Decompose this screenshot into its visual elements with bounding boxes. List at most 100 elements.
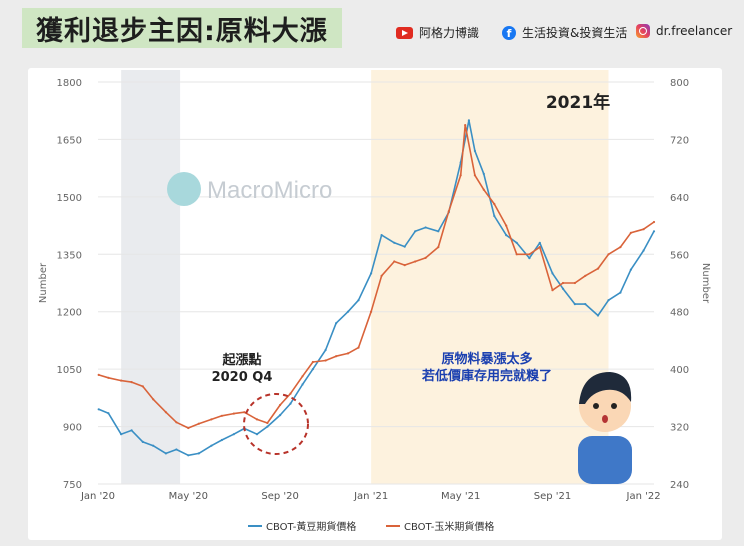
data-point <box>266 421 269 425</box>
youtube-link[interactable]: 阿格力博識 <box>396 24 479 41</box>
legend-label-corn: CBOT-玉米期貨價格 <box>404 522 495 533</box>
data-point <box>266 425 269 428</box>
data-point <box>220 414 223 417</box>
left-tick-label: 1200 <box>57 308 82 319</box>
facebook-icon: f <box>502 25 516 40</box>
data-point <box>164 452 167 455</box>
data-point <box>380 234 383 237</box>
legend-item-corn[interactable]: CBOT-玉米期貨價格 <box>386 518 494 533</box>
data-point <box>573 281 577 285</box>
page-title: 獲利退步主因:原料大漲 <box>36 15 328 47</box>
data-point <box>152 398 155 401</box>
bubble-line1: 原物料暴漲太多 <box>441 352 533 367</box>
data-point <box>232 412 235 415</box>
data-point <box>584 303 587 306</box>
x-tick-label: May '21 <box>441 491 480 502</box>
legend-item-soy[interactable]: CBOT-黃豆期貨價格 <box>248 518 356 533</box>
data-point <box>459 174 462 177</box>
character-eye-left <box>593 403 599 409</box>
x-tick-label: May '20 <box>169 491 208 502</box>
left-tick-label: 1350 <box>57 250 82 261</box>
legend-label-soy: CBOT-黃豆期貨價格 <box>266 522 357 533</box>
watermark-logo-icon <box>167 172 201 206</box>
data-point <box>141 440 144 443</box>
data-point <box>515 241 518 244</box>
facebook-link[interactable]: f 生活投資&投資生活 <box>502 24 627 41</box>
title-banner: 獲利退步主因:原料大漲 <box>22 8 342 48</box>
left-axis-title: Number <box>38 262 49 303</box>
data-point <box>210 444 213 447</box>
youtube-label: 阿格力博識 <box>419 26 480 40</box>
data-point <box>629 268 633 271</box>
data-point <box>528 257 531 260</box>
data-point <box>335 355 338 358</box>
right-tick-label: 560 <box>670 250 689 261</box>
bubble-line2: 若低價庫存用完就糗了 <box>421 369 552 384</box>
watermark-text: MacroMicro <box>207 177 332 204</box>
right-tick-label: 400 <box>670 365 689 376</box>
data-point <box>607 253 610 256</box>
x-tick-label: Sep '21 <box>534 491 572 502</box>
data-point <box>642 228 645 231</box>
data-point <box>141 385 144 388</box>
right-tick-label: 240 <box>670 480 689 491</box>
data-point <box>424 256 427 259</box>
character-eye-right <box>611 403 617 409</box>
data-point <box>403 264 406 267</box>
data-point <box>447 210 450 213</box>
x-tick-label: Jan '20 <box>80 491 115 502</box>
left-tick-label: 750 <box>63 480 82 491</box>
data-point <box>551 272 554 275</box>
data-point <box>619 246 622 249</box>
data-point <box>130 429 133 432</box>
data-point <box>393 260 396 263</box>
data-point <box>652 230 656 233</box>
data-point <box>473 174 476 177</box>
data-point <box>596 267 600 270</box>
data-point <box>324 359 327 362</box>
data-point <box>437 230 440 233</box>
character-hair <box>579 372 632 404</box>
data-point <box>187 426 190 430</box>
data-point <box>255 433 259 436</box>
data-point <box>505 224 508 227</box>
data-point <box>164 411 167 414</box>
data-point <box>289 392 292 395</box>
data-point <box>370 310 373 313</box>
x-tick-label: Jan '22 <box>626 491 661 502</box>
data-point <box>538 241 541 244</box>
left-tick-label: 1050 <box>57 365 82 376</box>
right-axis-title: Number <box>700 263 711 304</box>
left-tick-label: 1500 <box>57 193 82 204</box>
data-point <box>97 408 100 411</box>
left-tick-label: 1800 <box>57 78 82 89</box>
data-point <box>243 411 246 414</box>
data-point <box>403 245 406 248</box>
right-tick-label: 480 <box>670 308 689 319</box>
data-point <box>311 368 314 371</box>
shaded-band-1 <box>371 70 609 484</box>
data-point <box>255 418 259 421</box>
data-point <box>289 402 292 405</box>
data-point <box>424 226 427 229</box>
data-point <box>279 403 282 407</box>
data-point <box>370 272 373 275</box>
start-point-circle <box>243 393 309 455</box>
data-point <box>97 373 100 376</box>
data-point <box>187 454 190 457</box>
data-point <box>210 418 213 421</box>
data-point <box>335 322 338 325</box>
data-point <box>175 421 178 424</box>
data-point <box>561 287 565 290</box>
data-point <box>482 172 485 175</box>
x-tick-label: Sep '20 <box>261 491 299 502</box>
data-point <box>493 202 496 206</box>
data-point <box>120 379 123 382</box>
character-illustration <box>578 372 632 484</box>
data-point <box>642 249 645 252</box>
shaded-band-0 <box>121 70 181 484</box>
instagram-link[interactable]: dr.freelancer <box>636 24 732 38</box>
data-point <box>279 414 282 417</box>
data-point <box>528 253 531 256</box>
